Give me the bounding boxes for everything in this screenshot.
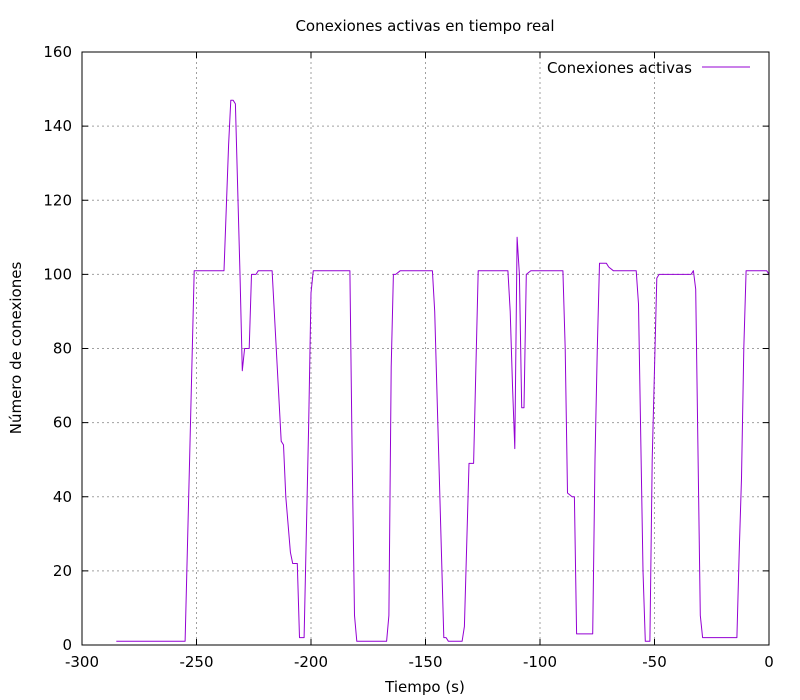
y-tick-label: 120 (43, 191, 72, 209)
y-axis-label: Número de conexiones (7, 262, 25, 435)
legend-label-conexiones-activas: Conexiones activas (547, 59, 692, 77)
y-tick-label: 80 (53, 340, 72, 358)
x-tick-label: 0 (764, 653, 774, 671)
chart-title: Conexiones activas en tiempo real (295, 17, 554, 35)
y-tick-label: 60 (53, 414, 72, 432)
x-tick-label: -50 (642, 653, 667, 671)
grid (82, 52, 769, 645)
x-axis-label: Tiempo (s) (384, 678, 465, 696)
series-layer (116, 99, 770, 642)
x-tick-label: -200 (294, 653, 328, 671)
series-line-conexiones-activas (116, 99, 770, 642)
y-tick-label: 100 (43, 265, 72, 283)
y-tick-label: 40 (53, 488, 72, 506)
axis-ticks: -300 -250 -200 -150 -100 -50 0 0 20 40 60 80 100 120 1… (43, 43, 773, 671)
x-tick-label: -100 (523, 653, 557, 671)
y-tick-label: 160 (43, 43, 72, 61)
x-tick-label: -250 (179, 653, 213, 671)
legend: Conexiones activas (547, 59, 750, 77)
y-tick-label: 0 (62, 636, 72, 654)
x-tick-label: -300 (65, 653, 99, 671)
plot-frame (81, 51, 770, 646)
y-tick-label: 140 (43, 117, 72, 135)
x-tick-label: -150 (408, 653, 442, 671)
y-tick-label: 20 (53, 562, 72, 580)
